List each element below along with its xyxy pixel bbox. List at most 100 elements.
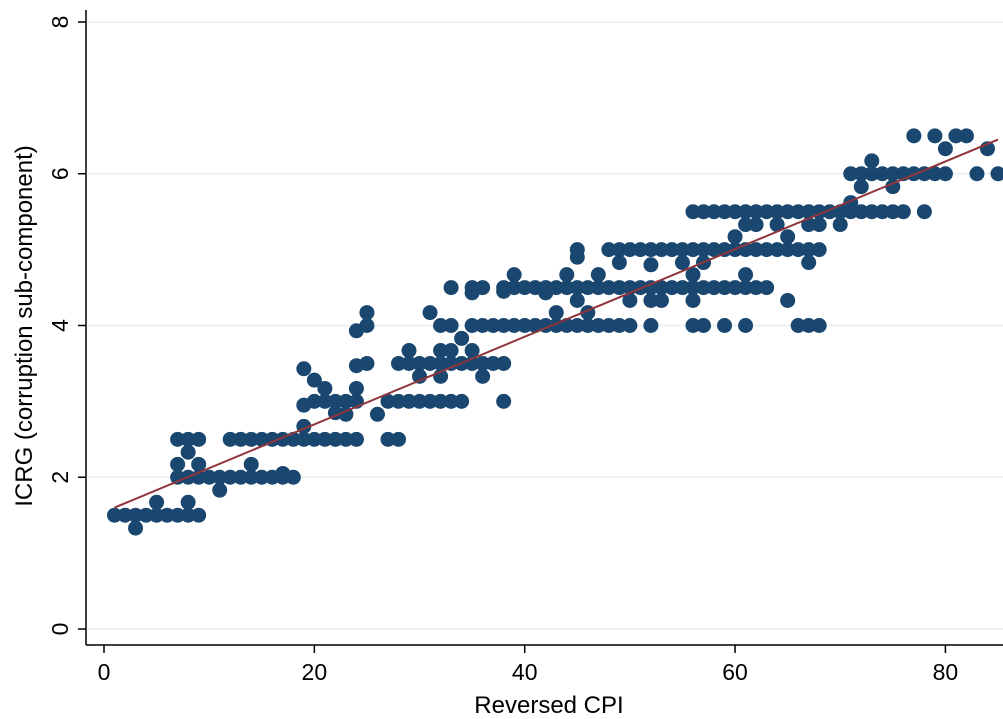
data-point — [706, 204, 722, 220]
data-point — [180, 444, 196, 460]
data-point — [222, 469, 238, 485]
data-point — [506, 280, 522, 296]
data-point — [191, 431, 207, 447]
axes — [78, 10, 1003, 653]
data-point — [853, 204, 869, 220]
data-point — [874, 166, 890, 182]
data-point — [443, 355, 459, 371]
data-point — [548, 280, 564, 296]
data-point — [390, 355, 406, 371]
data-point — [790, 204, 806, 220]
data-point — [401, 355, 417, 371]
data-points — [107, 128, 1003, 536]
data-point — [706, 280, 722, 296]
data-point — [580, 280, 596, 296]
data-point — [569, 280, 585, 296]
data-point — [622, 292, 638, 308]
data-point — [475, 368, 491, 384]
data-point — [611, 242, 627, 258]
data-point — [738, 318, 754, 333]
data-point — [738, 217, 754, 233]
data-point — [717, 242, 733, 258]
data-point — [864, 204, 880, 220]
data-point — [727, 204, 743, 220]
data-point — [485, 355, 501, 371]
data-point — [496, 318, 512, 333]
data-point — [769, 242, 785, 258]
x-tick-label: 80 — [933, 659, 959, 685]
data-point — [338, 431, 354, 447]
data-point — [916, 166, 932, 182]
data-point — [117, 507, 133, 523]
data-point — [643, 292, 659, 308]
data-point — [664, 242, 680, 258]
data-point — [622, 318, 638, 333]
data-point — [527, 318, 543, 333]
data-point — [306, 393, 322, 409]
data-point — [601, 242, 617, 258]
data-point — [885, 204, 901, 220]
data-point — [611, 318, 627, 333]
data-point — [569, 242, 585, 258]
data-point — [317, 393, 333, 409]
data-point — [769, 204, 785, 220]
data-point — [748, 280, 764, 296]
data-point — [369, 406, 385, 422]
data-point — [433, 318, 449, 333]
data-point — [390, 431, 406, 447]
data-point — [874, 204, 890, 220]
data-point — [170, 456, 186, 472]
data-point — [233, 469, 249, 485]
data-point — [433, 393, 449, 409]
data-point — [180, 494, 196, 510]
data-point — [611, 280, 627, 296]
data-point — [212, 482, 228, 498]
data-point — [590, 280, 606, 296]
fitted-line-group — [114, 138, 999, 509]
y-tick-label: 8 — [47, 16, 73, 29]
data-point — [717, 280, 733, 296]
data-point — [590, 267, 606, 283]
data-point — [853, 179, 869, 195]
data-point — [674, 255, 690, 271]
data-point — [864, 166, 880, 182]
data-point — [696, 318, 712, 333]
data-point — [180, 507, 196, 523]
data-point — [780, 292, 796, 308]
data-point — [759, 242, 775, 258]
data-point — [243, 469, 259, 485]
data-point — [685, 267, 701, 283]
data-point — [191, 507, 207, 523]
data-point — [643, 280, 659, 296]
data-point — [811, 242, 827, 258]
data-point — [412, 355, 428, 371]
data-point — [632, 242, 648, 258]
data-point — [937, 166, 953, 182]
data-point — [738, 267, 754, 283]
data-point — [380, 431, 396, 447]
data-point — [401, 393, 417, 409]
data-point — [401, 343, 417, 359]
data-point — [948, 128, 964, 144]
data-point — [517, 280, 533, 296]
data-point — [811, 318, 827, 333]
data-point — [348, 380, 364, 396]
data-point — [317, 380, 333, 396]
data-point — [958, 128, 974, 144]
data-point — [443, 318, 459, 333]
data-point — [664, 280, 680, 296]
data-point — [464, 343, 480, 359]
data-point — [780, 204, 796, 220]
data-point — [359, 305, 375, 321]
data-point — [927, 128, 943, 144]
data-point — [422, 393, 438, 409]
data-point — [254, 469, 270, 485]
data-point — [506, 318, 522, 333]
data-point — [611, 255, 627, 271]
data-point — [496, 393, 512, 409]
data-point — [138, 507, 154, 523]
data-point — [285, 469, 301, 485]
data-point — [853, 166, 869, 182]
data-point — [422, 305, 438, 321]
